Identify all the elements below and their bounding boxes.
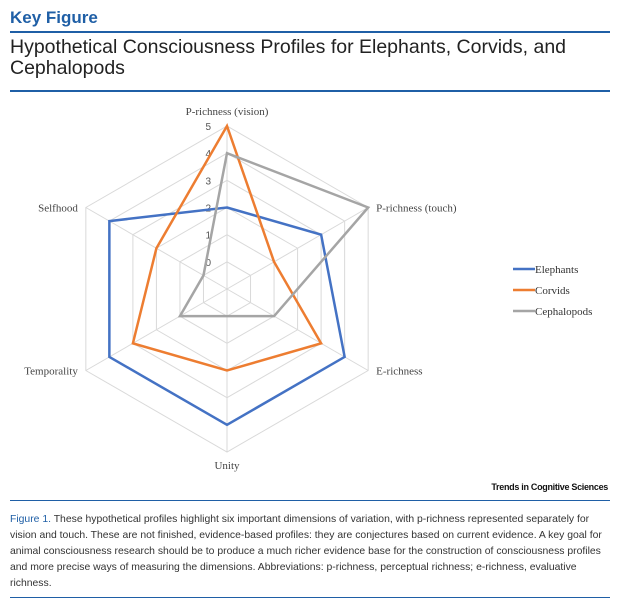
series-cephalopods-line [177, 151, 371, 318]
axis-label: P-richness (touch) [376, 203, 457, 215]
caption-text: These hypothetical profiles highlight si… [10, 514, 602, 589]
title-rule [10, 90, 610, 92]
journal-credit: Trends in Cognitive Sciences [491, 482, 608, 492]
caption-figure-label: Figure 1. [10, 514, 52, 525]
caption-rule [10, 500, 610, 501]
series-corvids-line [131, 123, 323, 372]
key-figure-label: Key Figure [10, 8, 98, 27]
axis-label: Unity [214, 460, 240, 472]
legend-label-corvids: Corvids [535, 285, 570, 297]
axis-label: E-richness [376, 366, 422, 378]
figure-title: Hypothetical Consciousness Profiles for … [10, 36, 567, 79]
header-rule [10, 31, 610, 33]
tick-label: 1 [205, 231, 211, 242]
axis-label: Selfhood [38, 203, 78, 215]
legend-label-cephalopods: Cephalopods [535, 306, 592, 318]
tick-label: 3 [205, 176, 211, 187]
bottom-rule [10, 597, 610, 598]
tick-label: 0 [205, 258, 211, 269]
tick-label: 5 [205, 122, 211, 133]
axis-spoke [226, 207, 369, 290]
axis-label: P-richness (vision) [186, 106, 269, 118]
axis-label: Temporality [24, 366, 78, 378]
figure-caption: Figure 1. These hypothetical profiles hi… [10, 512, 612, 592]
tick-label: 4 [205, 149, 211, 160]
series-elephants-line [108, 206, 347, 427]
legend-label-elephants: Elephants [535, 264, 578, 276]
